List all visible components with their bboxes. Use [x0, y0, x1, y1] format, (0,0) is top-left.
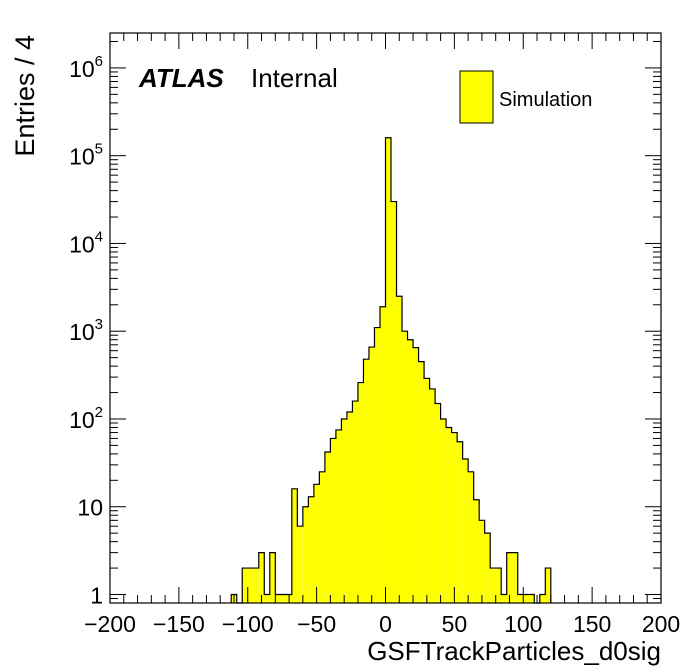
histogram-bin — [484, 533, 491, 603]
y-tick-label: 103 — [69, 316, 103, 345]
legend-label: Simulation — [499, 89, 592, 111]
histogram-bin — [468, 471, 474, 603]
histogram-bin — [490, 568, 496, 603]
histogram-bin — [258, 552, 265, 603]
histogram-bars — [230, 137, 552, 604]
y-tick-label: 10 — [77, 495, 103, 521]
histogram-bin — [473, 499, 480, 603]
histogram-bin — [319, 471, 325, 603]
histogram-bin — [352, 401, 358, 603]
histogram-bin — [545, 568, 551, 603]
histogram-bin — [435, 403, 441, 603]
histogram-bin — [517, 594, 524, 603]
histogram-bin — [280, 594, 287, 603]
histogram-bin — [440, 418, 447, 603]
histogram-bin — [242, 568, 248, 603]
axis-ticks — [109, 33, 662, 604]
histogram-bin — [291, 488, 298, 603]
y-tick-label: 104 — [69, 228, 103, 257]
histogram-bin — [363, 359, 369, 603]
histogram-bin — [479, 520, 485, 603]
atlas-internal-label: Internal — [251, 63, 338, 93]
x-tick-label: −200 — [84, 611, 136, 637]
x-tick-label: −150 — [153, 611, 205, 637]
histogram-bin — [379, 306, 386, 603]
histogram-bin — [446, 427, 452, 603]
x-tick-labels: −200 −150 −100 −50 0 50 100 150 200 — [84, 611, 680, 637]
histogram-bin — [451, 432, 458, 603]
x-tick-label: −50 — [297, 611, 336, 637]
histogram-bin — [407, 339, 414, 603]
histogram-outline — [230, 137, 552, 604]
y-axis-label: Entries / 4 — [10, 35, 40, 157]
histogram-bin — [457, 441, 463, 603]
histogram-bin — [402, 331, 408, 603]
histogram-bin — [528, 594, 535, 603]
histogram-bin — [324, 452, 331, 603]
histogram-bin — [368, 347, 375, 603]
y-tick-labels: 1 10 102 103 104 105 106 — [69, 53, 103, 609]
histogram-bin — [418, 361, 425, 603]
histogram-bin — [341, 418, 347, 603]
histogram-bin — [269, 552, 276, 603]
histogram-bin — [302, 506, 309, 603]
histogram-bin — [374, 327, 380, 603]
histogram-bin — [396, 296, 403, 603]
histogram-bin — [429, 388, 436, 603]
x-axis-label: GSFTrackParticles_d0sig — [367, 636, 661, 666]
histogram-bin — [385, 137, 392, 603]
y-tick-label: 106 — [69, 53, 103, 82]
x-tick-label: 150 — [573, 611, 611, 637]
y-tick-label: 1 — [90, 582, 103, 608]
x-tick-label: 200 — [642, 611, 680, 637]
histogram-bin — [424, 378, 430, 603]
histogram-bin — [308, 496, 314, 603]
legend-swatch — [459, 70, 494, 124]
x-tick-label: 50 — [442, 611, 468, 637]
histogram-bin — [462, 458, 469, 603]
histogram-bin — [501, 594, 507, 603]
histogram-bin — [313, 484, 320, 603]
atlas-label: ATLAS — [138, 63, 224, 93]
histogram-bin — [247, 568, 254, 603]
histogram-bin — [275, 594, 281, 603]
histogram-bin — [413, 347, 419, 603]
histogram-bin — [253, 568, 259, 603]
y-tick-label: 102 — [69, 404, 103, 433]
histogram-bin — [357, 382, 364, 603]
histogram-bin — [523, 594, 529, 603]
histogram-bin — [539, 594, 546, 603]
legend: Simulation — [459, 70, 592, 124]
histogram-bin — [391, 201, 397, 603]
histogram-bin — [346, 412, 353, 603]
histogram-bin — [506, 552, 513, 603]
x-tick-label: 0 — [379, 611, 392, 637]
histogram-bin — [330, 438, 336, 603]
x-tick-label: 100 — [504, 611, 542, 637]
x-tick-label: −100 — [222, 611, 274, 637]
histogram-bin — [512, 552, 518, 603]
histogram-bin — [297, 526, 303, 603]
histogram-bin — [495, 568, 502, 603]
histogram-bin — [335, 429, 342, 603]
histogram-bin — [264, 594, 270, 603]
y-tick-label: 105 — [69, 141, 103, 170]
